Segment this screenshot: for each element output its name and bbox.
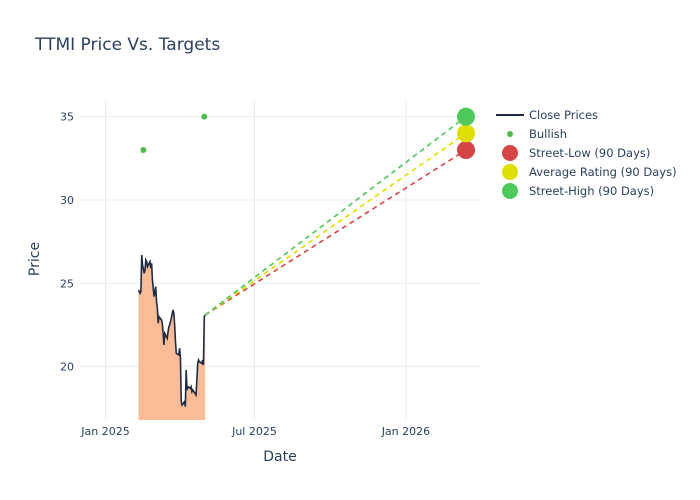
plot-area <box>137 107 476 420</box>
x-axis-title: Date <box>263 449 296 465</box>
close-price-area <box>138 255 206 420</box>
x-tick-label: Jul 2025 <box>231 425 277 438</box>
target-marker <box>457 107 476 126</box>
y-axis-ticks: 20 25 30 35 <box>60 111 74 374</box>
y-tick-label: 25 <box>60 277 74 290</box>
y-axis-title: Price <box>27 242 43 276</box>
x-tick-label: Jan 2026 <box>381 425 430 438</box>
legend-swatch <box>507 131 513 137</box>
target-marker <box>457 141 476 159</box>
x-tick-label: Jan 2025 <box>80 425 129 438</box>
y-tick-label: 35 <box>60 111 74 124</box>
legend-label: Street-High (90 Days) <box>529 184 654 198</box>
legend-swatch <box>502 183 518 199</box>
target-line <box>204 149 467 316</box>
legend: Close Prices Bullish Street-Low (90 Days) A… <box>496 108 677 199</box>
legend-label: Average Rating (90 Days) <box>529 165 677 179</box>
legend-label: Street-Low (90 Days) <box>529 146 650 160</box>
legend-swatch <box>502 164 518 180</box>
legend-label: Close Prices <box>529 108 598 122</box>
close-price-line <box>137 254 206 407</box>
y-tick-label: 30 <box>60 194 74 207</box>
y-tick-label: 20 <box>60 361 74 374</box>
x-axis-ticks: Jan 2025 Jul 2025 Jan 2026 <box>80 425 430 438</box>
legend-label: Bullish <box>529 127 567 141</box>
target-line <box>204 132 467 316</box>
bullish-point <box>201 113 208 120</box>
legend-swatch <box>502 145 518 161</box>
target-marker <box>457 124 476 143</box>
chart-title: TTMI Price Vs. Targets <box>34 35 220 55</box>
target-line <box>204 116 467 316</box>
bullish-point <box>140 147 147 153</box>
